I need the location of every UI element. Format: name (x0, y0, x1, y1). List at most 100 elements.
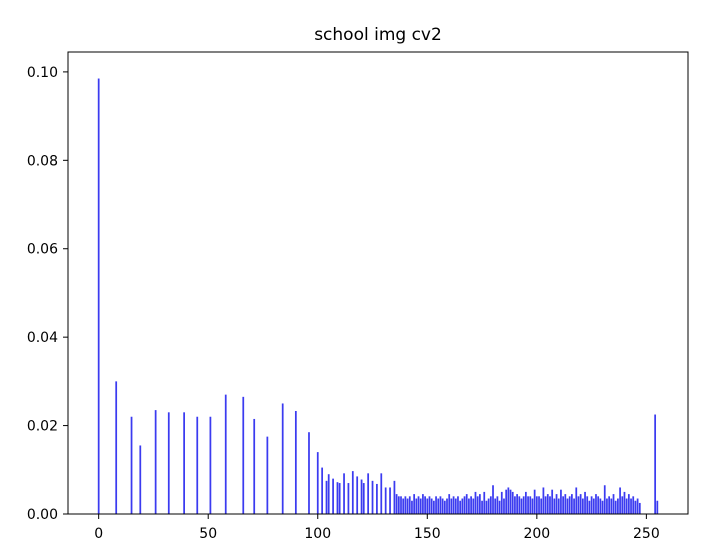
histogram-bar (581, 498, 584, 514)
histogram-bar (395, 494, 398, 514)
histogram-bar (546, 494, 549, 514)
histogram-bar (343, 473, 345, 514)
histogram-bar (450, 498, 453, 514)
histogram-bar (351, 471, 354, 514)
histogram-bar (634, 500, 637, 514)
histogram-bar (555, 494, 558, 514)
histogram-bar (514, 496, 516, 514)
histogram-bar (544, 496, 547, 514)
histogram-bar (597, 496, 600, 514)
histogram-bar (538, 496, 540, 514)
histogram-bar (531, 498, 534, 514)
histogram-bar (533, 489, 536, 514)
histogram-bar (527, 496, 529, 514)
histogram-bar (503, 498, 505, 514)
histogram-bar (509, 489, 512, 514)
histogram-bar (549, 496, 551, 514)
histogram-bar (209, 416, 212, 514)
x-tick-label: 50 (199, 526, 217, 542)
x-axis: 0 50 100 150 200 250 (94, 514, 660, 542)
histogram-bar (380, 473, 383, 514)
histogram-bar (468, 498, 470, 514)
chart-title: school img cv2 (314, 25, 442, 45)
x-tick-label: 100 (304, 526, 331, 542)
histogram-bar (573, 498, 575, 514)
histogram-bar (404, 496, 407, 514)
x-tick-label: 0 (94, 526, 103, 542)
histogram-bar (461, 498, 464, 514)
histogram-bar (167, 412, 170, 514)
histogram-bar (636, 498, 639, 514)
histogram-bar (327, 474, 330, 514)
histogram-bar (577, 496, 580, 514)
histogram-bar (586, 496, 589, 514)
histogram-bar (376, 483, 378, 514)
y-tick-label: 0.06 (27, 242, 58, 258)
histogram-bar (588, 500, 591, 514)
histogram-bar (479, 494, 481, 514)
histogram-bar (562, 496, 564, 514)
histogram-bar (507, 487, 510, 514)
histogram-bar (566, 498, 569, 514)
histogram-bar (362, 483, 365, 514)
histogram-bar (612, 494, 615, 514)
histogram-bar (656, 500, 659, 514)
histogram-bar (457, 496, 459, 514)
histogram-bar (625, 498, 628, 514)
histogram-bar (483, 491, 486, 514)
histogram-bar (183, 412, 185, 514)
y-tick-label: 0.00 (27, 507, 58, 523)
histogram-bar (630, 498, 632, 514)
histogram-bar (384, 487, 387, 514)
histogram-bar (498, 500, 501, 514)
histogram-bar (592, 498, 595, 514)
histogram-bar (487, 498, 490, 514)
histogram-bar (338, 483, 341, 514)
histogram-bar (441, 498, 444, 514)
histogram-bar (489, 496, 492, 514)
histogram-bar (601, 500, 604, 514)
histogram-bar (571, 494, 573, 514)
histogram-bar (432, 500, 435, 514)
histogram-bar (437, 498, 440, 514)
histogram-bar (454, 498, 457, 514)
histogram-bar (654, 414, 657, 514)
histogram-bar (476, 496, 479, 514)
histogram-bar (617, 498, 619, 514)
histogram-bar (553, 498, 556, 514)
histogram-bar (443, 500, 446, 514)
histogram-bar (638, 502, 641, 514)
histogram-bar (492, 485, 494, 514)
histogram-bar (224, 394, 227, 514)
histogram-bar (360, 479, 363, 514)
histogram-bar (485, 500, 488, 514)
histogram-bar (321, 467, 324, 514)
histogram-bar (496, 496, 499, 514)
histogram-bar (500, 491, 503, 514)
histogram-bar (367, 473, 370, 514)
y-tick-label: 0.10 (27, 65, 58, 81)
histogram-bar (266, 436, 269, 514)
histogram-bar (428, 496, 431, 514)
histogram-bar (411, 500, 413, 514)
histogram-bar (551, 489, 554, 514)
histogram-bar (406, 498, 409, 514)
histogram-bar (540, 498, 543, 514)
histogram-bar (242, 396, 245, 514)
y-axis: 0.00 0.02 0.04 0.06 0.08 0.10 (27, 65, 68, 523)
histogram-bar (465, 494, 468, 514)
histogram-bar (606, 498, 608, 514)
histogram-bar (632, 496, 635, 514)
histogram-bar (614, 500, 617, 514)
histogram-bar (426, 498, 429, 514)
histogram-bar (557, 498, 560, 514)
histogram-bar (413, 494, 416, 514)
histogram-bar (516, 494, 518, 514)
histogram-bar (417, 496, 420, 514)
histogram-bar (619, 487, 621, 514)
histogram-bar (603, 485, 606, 514)
histogram-bar (294, 410, 297, 514)
histogram-bar (470, 496, 472, 514)
histogram-bar (336, 482, 339, 514)
